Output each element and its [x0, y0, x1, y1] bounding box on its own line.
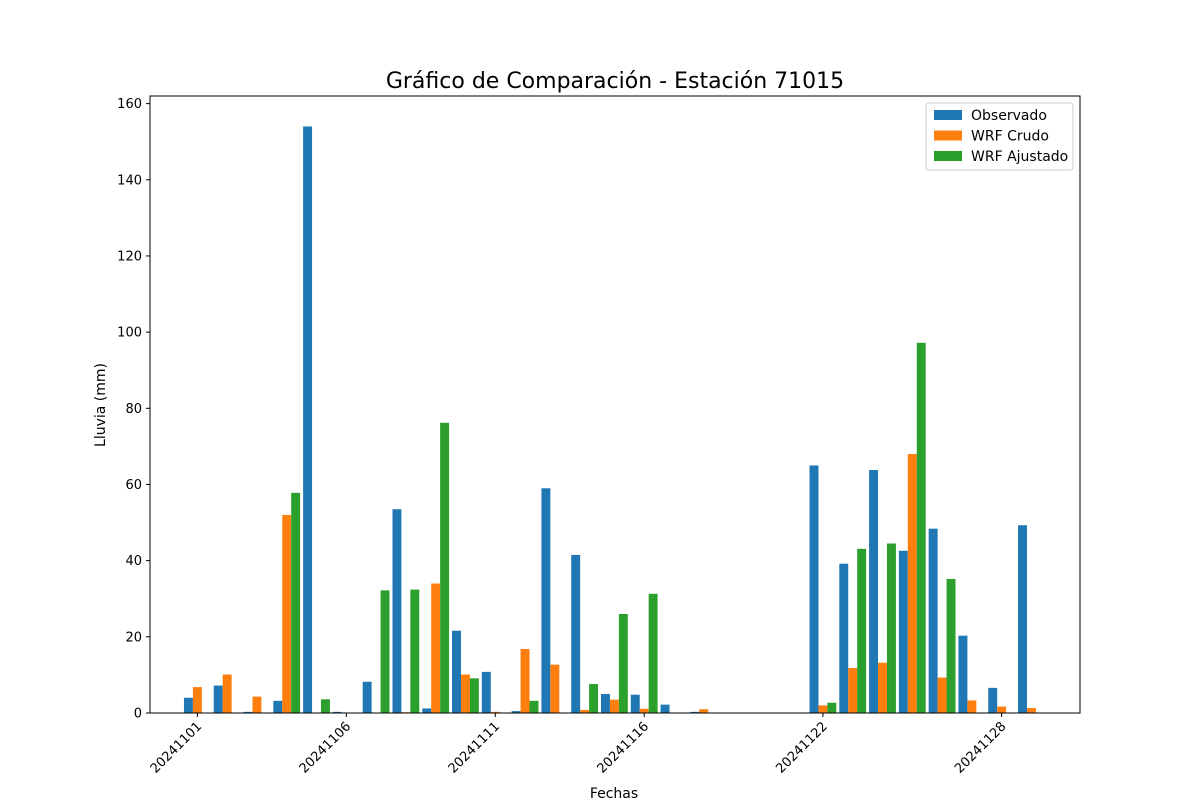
bar-observado-20241117	[660, 704, 670, 713]
bar-wrf-crudo-20241122	[818, 705, 828, 713]
bar-wrf-crudo-20241111	[490, 711, 500, 713]
bar-wrf-crudo-20241128	[997, 706, 1007, 713]
legend: Observado WRF Crudo WRF Ajustado	[925, 102, 1074, 171]
bar-observado-20241128	[988, 687, 998, 713]
legend-label: WRF Crudo	[971, 129, 1049, 145]
legend-swatch	[934, 110, 962, 120]
bar-observado-20241112	[511, 711, 521, 713]
bar-wrf-ajustado-20241112	[529, 700, 539, 713]
bar-wrf-ajustado-20241108	[410, 589, 420, 713]
bar-observado-20241127	[958, 635, 968, 713]
bar-wrf-crudo-20241101	[192, 687, 202, 713]
bar-wrf-ajustado-20241123	[857, 548, 867, 713]
bar-wrf-crudo-20241116	[639, 708, 649, 713]
y-axis: 0 20 40 60 80 100 120 140 160	[117, 97, 150, 722]
bar-observado-20241126	[928, 528, 938, 713]
bar-wrf-ajustado-20241126	[946, 578, 956, 713]
bar-observado-20241124	[869, 470, 879, 713]
bar-observado-20241106	[332, 711, 342, 713]
bar-observado-20241122	[809, 465, 819, 713]
legend-label: Observado	[971, 108, 1047, 124]
bar-wrf-crudo-20241115	[609, 699, 619, 713]
bar-observado-20241105	[303, 126, 313, 714]
chart-title: Gráfico de Comparación - Estación 71015	[386, 69, 844, 94]
y-tick-label: 160	[117, 97, 142, 112]
bar-observado-20241111	[481, 671, 491, 713]
y-tick-label: 60	[125, 478, 142, 493]
bar-wrf-crudo-20241118	[699, 709, 709, 713]
bar-wrf-ajustado-20241114	[589, 684, 599, 713]
y-tick-label: 100	[117, 326, 142, 341]
bar-wrf-crudo-20241112	[520, 649, 530, 713]
y-tick-label: 120	[117, 249, 142, 264]
bar-wrf-ajustado-20241115	[618, 613, 628, 713]
bar-observado-20241118	[690, 711, 700, 713]
bar-wrf-ajustado-20241107	[380, 590, 390, 713]
bar-observado-20241113	[541, 488, 551, 713]
bar-observado-20241123	[839, 563, 849, 713]
bars-layer	[183, 126, 1036, 714]
bar-wrf-ajustado-20241122	[827, 702, 837, 713]
legend-label: WRF Ajustado	[971, 149, 1068, 165]
bar-wrf-crudo-20241104	[282, 514, 292, 713]
bar-observado-20241108	[392, 509, 402, 713]
x-axis-label: Fechas	[590, 786, 638, 800]
bar-wrf-ajustado-20241109	[440, 422, 450, 713]
y-tick-label: 140	[117, 173, 142, 188]
bar-wrf-crudo-20241129	[1026, 708, 1036, 713]
plot-frame	[149, 95, 1081, 714]
bar-wrf-ajustado-20241125	[916, 342, 926, 713]
bar-wrf-crudo-20241103	[252, 696, 262, 713]
bar-observado-20241102	[213, 685, 223, 713]
bar-observado-20241129	[1018, 525, 1027, 713]
bar-wrf-ajustado-20241104	[291, 492, 301, 713]
bar-wrf-ajustado-20241116	[648, 593, 658, 713]
bar-wrf-crudo-20241125	[907, 454, 917, 713]
bar-observado-20241103	[243, 711, 253, 713]
bar-wrf-crudo-20241109	[431, 583, 441, 713]
bar-observado-20241114	[571, 554, 581, 713]
bar-wrf-crudo-20241124	[878, 662, 887, 713]
bar-wrf-ajustado-20241124	[886, 543, 896, 713]
bar-wrf-crudo-20241126	[937, 677, 947, 713]
bar-observado-20241125	[898, 550, 908, 713]
y-tick-label: 40	[125, 554, 142, 569]
bar-observado-20241101	[183, 697, 193, 713]
bar-observado-20241109	[422, 708, 432, 713]
bar-wrf-crudo-20241114	[580, 709, 590, 713]
bar-observado-20241107	[362, 681, 372, 713]
legend-swatch	[934, 130, 962, 141]
y-axis-label: Lluvia (mm)	[93, 363, 109, 447]
bar-observado-20241110	[452, 630, 461, 713]
bar-wrf-crudo-20241113	[550, 664, 560, 713]
bar-wrf-crudo-20241127	[967, 700, 977, 713]
y-tick-label: 20	[125, 630, 142, 645]
y-tick-label: 80	[125, 402, 142, 417]
bar-wrf-crudo-20241123	[848, 668, 858, 713]
bar-wrf-crudo-20241102	[222, 674, 232, 713]
bar-wrf-ajustado-20241105	[320, 699, 330, 713]
bar-wrf-ajustado-20241110	[469, 678, 479, 713]
y-tick-label: 0	[134, 707, 142, 722]
legend-swatch	[934, 151, 962, 161]
bar-observado-20241116	[630, 694, 640, 713]
bar-observado-20241115	[600, 693, 610, 713]
bar-wrf-crudo-20241110	[460, 674, 470, 713]
legend-frame	[925, 102, 1074, 171]
bar-observado-20241104	[273, 700, 283, 713]
